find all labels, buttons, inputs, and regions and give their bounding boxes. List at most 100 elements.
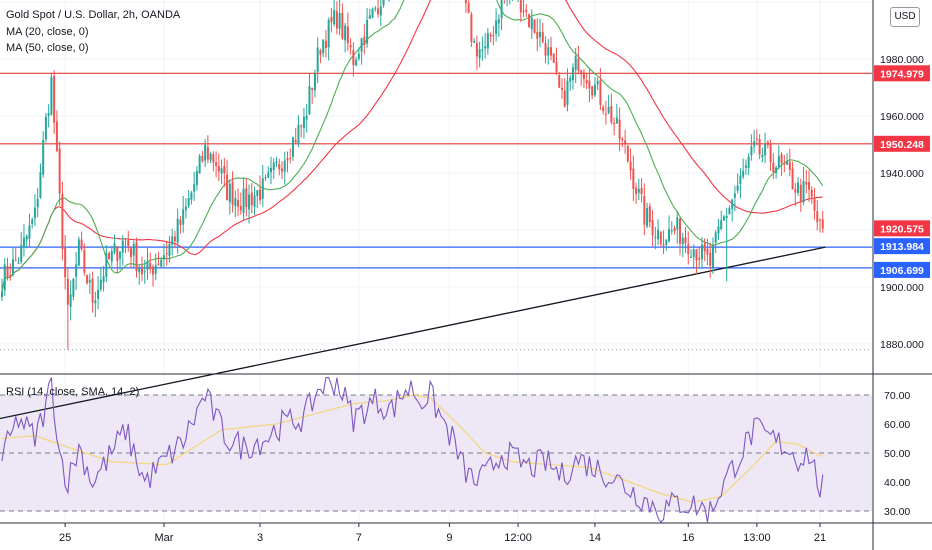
candle xyxy=(563,78,566,108)
candle-body xyxy=(344,25,347,41)
candle xyxy=(204,139,207,168)
candle xyxy=(733,185,736,212)
candle-body xyxy=(775,167,778,173)
candle-body xyxy=(140,266,143,275)
candle xyxy=(509,0,511,5)
candle-body xyxy=(154,265,157,274)
candle-body xyxy=(769,143,772,163)
candle xyxy=(475,35,478,71)
candle-body xyxy=(810,189,813,197)
candle xyxy=(47,104,50,128)
candle-body xyxy=(728,208,731,214)
candle-body xyxy=(44,116,47,140)
candle-body xyxy=(72,279,75,297)
candle-body xyxy=(489,34,492,37)
candle xyxy=(626,144,629,163)
candle-body xyxy=(242,188,245,214)
candle xyxy=(162,243,165,269)
rsi-tick-label: 50.00 xyxy=(884,448,910,460)
candle xyxy=(86,274,89,285)
ascending-trendline[interactable] xyxy=(0,246,826,429)
trendline-layer[interactable] xyxy=(0,246,826,429)
time-tick-label: 25 xyxy=(59,532,71,544)
candle xyxy=(747,153,750,176)
price-axis[interactable]: 1880.0001900.0001920.0001940.0001960.000… xyxy=(880,54,924,351)
candle xyxy=(97,276,100,310)
candle xyxy=(138,264,141,285)
candle-body xyxy=(182,209,185,225)
candle xyxy=(484,32,487,59)
candle-body xyxy=(764,144,767,156)
candle xyxy=(679,218,682,256)
candle-body xyxy=(42,139,45,175)
candle-body xyxy=(14,260,17,262)
horizontal-levels xyxy=(0,72,872,351)
candle xyxy=(88,273,91,295)
candle-body xyxy=(563,90,566,107)
candle xyxy=(467,0,470,14)
candle xyxy=(14,247,17,262)
candle-body xyxy=(676,217,679,230)
candle xyxy=(621,137,624,148)
candle-body xyxy=(698,258,701,260)
candle xyxy=(226,160,229,201)
candle xyxy=(217,153,220,182)
candle-body xyxy=(560,87,563,90)
candle-body xyxy=(160,259,163,267)
candle-body xyxy=(484,46,487,49)
candle xyxy=(613,117,616,136)
ma20-line xyxy=(1,0,824,292)
candle xyxy=(659,231,662,248)
candle xyxy=(797,176,800,196)
candle-body xyxy=(624,140,627,145)
candle-body xyxy=(725,215,728,219)
candle xyxy=(280,161,283,180)
candle-body xyxy=(283,160,286,172)
candle-body xyxy=(791,168,794,190)
candle xyxy=(91,271,94,313)
candle xyxy=(349,38,352,55)
candle-body xyxy=(585,80,588,84)
rsi-axis[interactable]: 30.00 40.00 50.00 60.00 70.00 xyxy=(884,390,910,518)
candle xyxy=(322,39,325,58)
candle xyxy=(547,38,550,65)
candle-body xyxy=(99,279,102,290)
candle-body xyxy=(94,300,97,304)
candle-body xyxy=(121,240,124,253)
candle xyxy=(209,151,212,164)
candle xyxy=(182,195,185,233)
candle xyxy=(607,94,610,115)
candle xyxy=(53,70,56,134)
candle xyxy=(772,153,775,180)
candle-body xyxy=(522,11,525,13)
candle xyxy=(766,140,769,149)
time-axis[interactable]: 25 Mar 3 7 9 12:00 14 16 13:00 21 xyxy=(59,523,826,544)
candle-body xyxy=(626,145,629,162)
currency-badge[interactable]: USD xyxy=(890,7,920,27)
candle-body xyxy=(88,280,91,283)
candle-body xyxy=(291,137,294,157)
candle xyxy=(333,0,336,27)
candle xyxy=(486,27,489,55)
candle-body xyxy=(618,119,621,140)
ma20-legend[interactable]: MA (20, close, 0) xyxy=(6,26,89,38)
candle xyxy=(149,252,152,274)
candle xyxy=(300,124,303,138)
candle-body xyxy=(544,43,547,56)
ma50-legend[interactable]: MA (50, close, 0) xyxy=(6,42,89,54)
candle xyxy=(20,232,23,265)
candle-body xyxy=(286,158,289,161)
candle xyxy=(286,151,289,173)
candle xyxy=(684,227,687,253)
candle xyxy=(220,159,223,185)
rsi-legend[interactable]: RSI (14, close, SMA, 14, 2) xyxy=(6,386,140,398)
candle xyxy=(335,1,338,35)
candle-body xyxy=(582,72,585,80)
candle xyxy=(755,129,758,146)
candle-body xyxy=(327,19,330,48)
candle xyxy=(259,175,262,205)
rsi-line xyxy=(1,377,824,524)
candle-body xyxy=(341,12,344,39)
candle xyxy=(670,221,673,235)
